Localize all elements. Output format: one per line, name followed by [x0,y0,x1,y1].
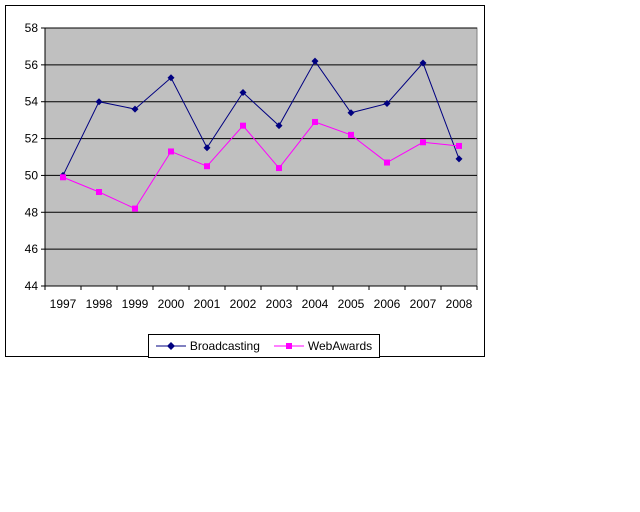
legend-swatch-webawards [273,343,304,349]
legend-label-webawards: WebAwards [307,339,373,353]
point-webawards-1998 [96,189,102,196]
y-tick-label-48: 48 [25,205,39,219]
x-tick-label-2004: 2004 [302,297,329,311]
line-chart: 44 46 48 50 52 54 56 58 1997 1998 1999 2000 2001 2002… [25,21,478,311]
x-tick-label-2007: 2007 [410,297,437,311]
point-broadcasting-2008 [455,155,463,163]
y-tick-label-46: 46 [25,242,39,256]
point-broadcasting-2004 [311,57,319,65]
point-broadcasting-2007 [419,59,427,67]
point-broadcasting-1998 [95,98,103,106]
chart-frame: 44 46 48 50 52 54 56 58 1997 1998 1999 2000 2001 2002… [5,5,485,358]
x-tick-label-1999: 1999 [122,297,149,311]
x-tick-label-2000: 2000 [158,297,185,311]
y-tick-label-44: 44 [25,279,39,293]
point-broadcasting-2002 [239,89,247,96]
series-line-webawards [62,121,460,210]
x-tick-label-2003: 2003 [266,297,293,311]
y-tick-label-58: 58 [25,21,39,35]
y-tick-label-54: 54 [25,95,39,109]
x-tick-label-2008: 2008 [446,297,473,311]
point-webawards-2004 [312,118,318,125]
point-webawards-2001 [204,163,210,170]
point-webawards-2002 [240,122,246,129]
y-tick-label-50: 50 [25,168,39,182]
point-webawards-2005 [348,131,354,138]
legend-item-webawards: WebAwards [273,339,373,353]
legend-label-broadcasting: Broadcasting [189,339,260,353]
point-broadcasting-1999 [131,105,139,113]
y-tick-label-56: 56 [25,58,39,72]
x-tick-label-2002: 2002 [230,297,257,311]
x-tick-label-2001: 2001 [194,297,221,311]
point-webawards-2007 [420,139,426,146]
x-tick-label-1997: 1997 [50,297,77,311]
y-tick-label-52: 52 [25,132,39,146]
x-tick-label-2005: 2005 [338,297,365,311]
point-webawards-2003 [276,165,282,172]
x-tick-label-1998: 1998 [86,297,113,311]
legend-item-broadcasting: Broadcasting [155,339,260,353]
legend: Broadcasting WebAwards [148,334,380,358]
point-webawards-2008 [456,142,462,149]
point-broadcasting-2003 [275,122,283,130]
point-webawards-1997 [60,174,66,181]
point-webawards-2006 [384,159,390,166]
point-broadcasting-2005 [347,109,355,117]
series-line-broadcasting [62,60,460,176]
x-tick-label-2006: 2006 [374,297,401,311]
legend-swatch-broadcasting [155,342,186,350]
point-broadcasting-2006 [383,100,391,108]
point-webawards-2000 [168,148,174,155]
point-broadcasting-2000 [167,74,175,82]
point-webawards-1999 [132,205,138,212]
plot-area [44,27,478,287]
point-broadcasting-2001 [203,144,211,152]
